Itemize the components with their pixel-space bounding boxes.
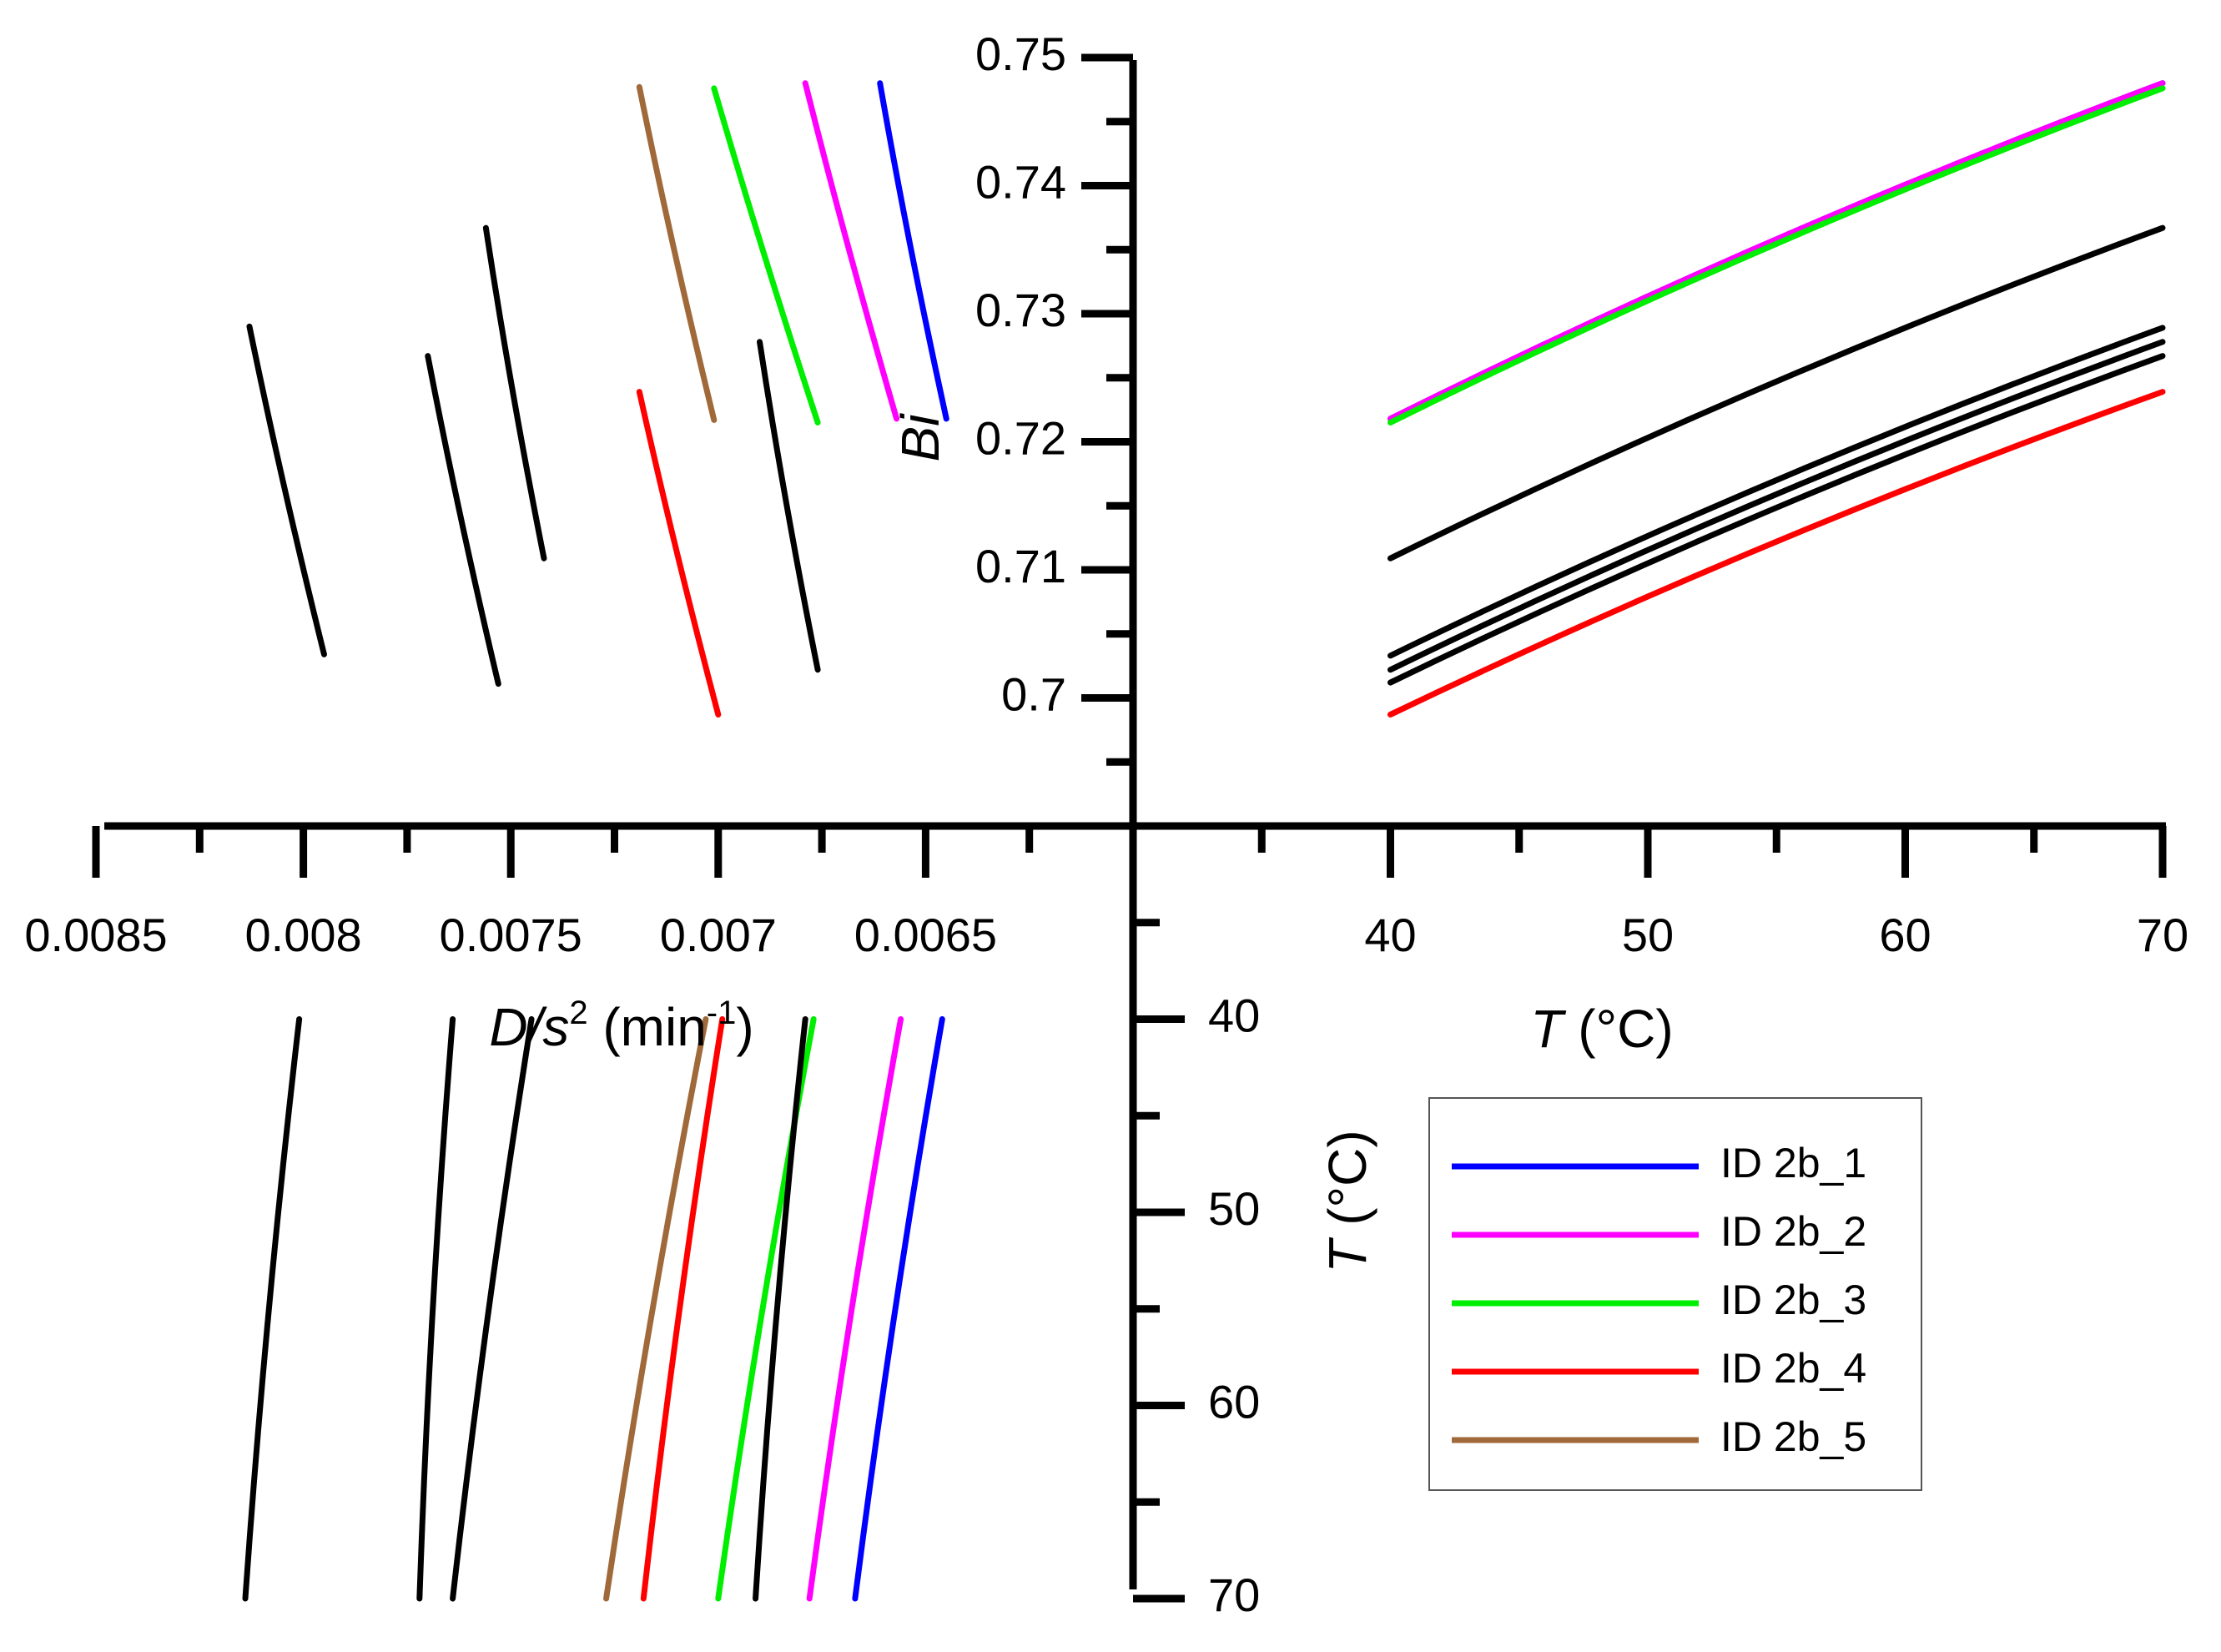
- d-axis-unit: (min: [588, 997, 707, 1057]
- d-axis-close: ): [736, 997, 753, 1057]
- series-id-2b-5-t-vs-d: [603, 1016, 709, 1602]
- series-id-2b-2-bi-vs-t: [1387, 80, 2166, 422]
- series-id-2b-2-t-vs-d: [806, 1016, 904, 1602]
- t-x-axis-unit: (°C): [1563, 999, 1673, 1059]
- t-y-tick-label: 50: [1208, 1182, 1260, 1235]
- t-x-axis-label: T (°C): [1530, 999, 1673, 1059]
- t-y-axis-symbol: T: [1317, 1237, 1377, 1273]
- legend-items: ID 2b_1 ID 2b_2 ID 2b_3 ID 2b_4 ID 2b_5: [1452, 1140, 1866, 1460]
- bi-tick-label: 0.73: [975, 284, 1066, 336]
- legend-label-id-2b-3: ID 2b_3: [1720, 1277, 1866, 1323]
- t-y-axis-unit: (°C): [1317, 1130, 1377, 1240]
- series-id-2b-4-t-vs-d: [640, 1016, 726, 1602]
- series-id-2b-1-t-vs-d: [852, 1016, 945, 1602]
- d-axis-symbol: D/s: [489, 997, 569, 1057]
- d-tick-label: 0.007: [660, 909, 777, 961]
- series-black-3-bi-vs-d: [757, 339, 821, 673]
- t-x-tick-label: 60: [1879, 909, 1931, 961]
- bi-tick-label: 0.72: [975, 411, 1066, 464]
- legend: ID 2b_1 ID 2b_2 ID 2b_3 ID 2b_4 ID 2b_5: [1428, 1097, 1922, 1491]
- d-axis-unit-sup: -1: [707, 995, 737, 1031]
- legend-label-id-2b-2: ID 2b_2: [1720, 1208, 1866, 1255]
- t-y-axis-label: T (°C): [1317, 1130, 1377, 1272]
- bi-tick-label: 0.71: [975, 540, 1066, 592]
- bi-axis-label: Bi: [890, 413, 950, 462]
- series-black-2-t-vs-d: [242, 1016, 303, 1602]
- d-tick-label: 0.0065: [854, 909, 997, 961]
- axes: 0.7 0.71 0.72 0.73 0.74 0.75 40 50 60 70 0.0085 0.0…: [24, 28, 2188, 1621]
- t-x-axis-symbol: T: [1530, 999, 1566, 1059]
- legend-label-id-2b-1: ID 2b_1: [1720, 1140, 1866, 1186]
- t-y-tick-label: 60: [1208, 1375, 1260, 1428]
- series-black-1-t-vs-d: [450, 1016, 535, 1602]
- t-x-tick-label: 50: [1622, 909, 1674, 961]
- t-x-tick-label: 70: [2137, 909, 2188, 961]
- t-y-tick-label: 40: [1208, 989, 1260, 1041]
- series-black-3-bi-vs-t: [1387, 339, 2166, 673]
- bi-tick-label: 0.74: [975, 155, 1066, 208]
- series-id-2b-4-bi-vs-d: [636, 389, 722, 718]
- series-layer: [242, 80, 2166, 1602]
- d-tick-label: 0.008: [245, 909, 362, 961]
- series-id-2b-1-bi-vs-d: [877, 80, 949, 422]
- series-id-2b-3-bi-vs-t: [1387, 85, 2166, 426]
- series-black-3-t-vs-d: [753, 1016, 808, 1602]
- series-id-2b-4-bi-vs-t: [1387, 389, 2166, 718]
- series-black-1-bi-vs-t: [1387, 224, 2166, 562]
- series-id-2b-3-bi-vs-d: [711, 85, 821, 426]
- legend-label-id-2b-4: ID 2b_4: [1720, 1345, 1866, 1392]
- t-x-tick-label: 40: [1364, 909, 1416, 961]
- d-tick-label: 0.0075: [440, 909, 582, 961]
- d-tick-label: 0.0085: [24, 909, 167, 961]
- series-black-4-bi-vs-d: [425, 353, 501, 687]
- d-axis-sup: 2: [569, 995, 587, 1031]
- bi-tick-label: 0.7: [1001, 667, 1066, 720]
- series-id-2b-2-bi-vs-d: [802, 80, 900, 422]
- series-id-2b-3-t-vs-d: [715, 1016, 817, 1602]
- series-black-1-bi-vs-d: [482, 224, 547, 562]
- series-black-2-bi-vs-t: [1387, 325, 2166, 659]
- t-y-tick-label: 70: [1208, 1569, 1260, 1621]
- series-black-2-bi-vs-d: [246, 323, 327, 657]
- series-black-4-bi-vs-t: [1387, 353, 2166, 686]
- axis-labels: Bi T (°C) T (°C) D/s2 (min-1): [489, 413, 1673, 1273]
- bi-tick-label: 0.75: [975, 28, 1066, 80]
- legend-box: [1428, 1097, 1922, 1491]
- d-axis-label: D/s2 (min-1): [489, 995, 753, 1057]
- legend-label-id-2b-5: ID 2b_5: [1720, 1413, 1866, 1460]
- series-id-2b-5-bi-vs-d: [636, 83, 718, 423]
- series-black-4-t-vs-d: [416, 1016, 456, 1602]
